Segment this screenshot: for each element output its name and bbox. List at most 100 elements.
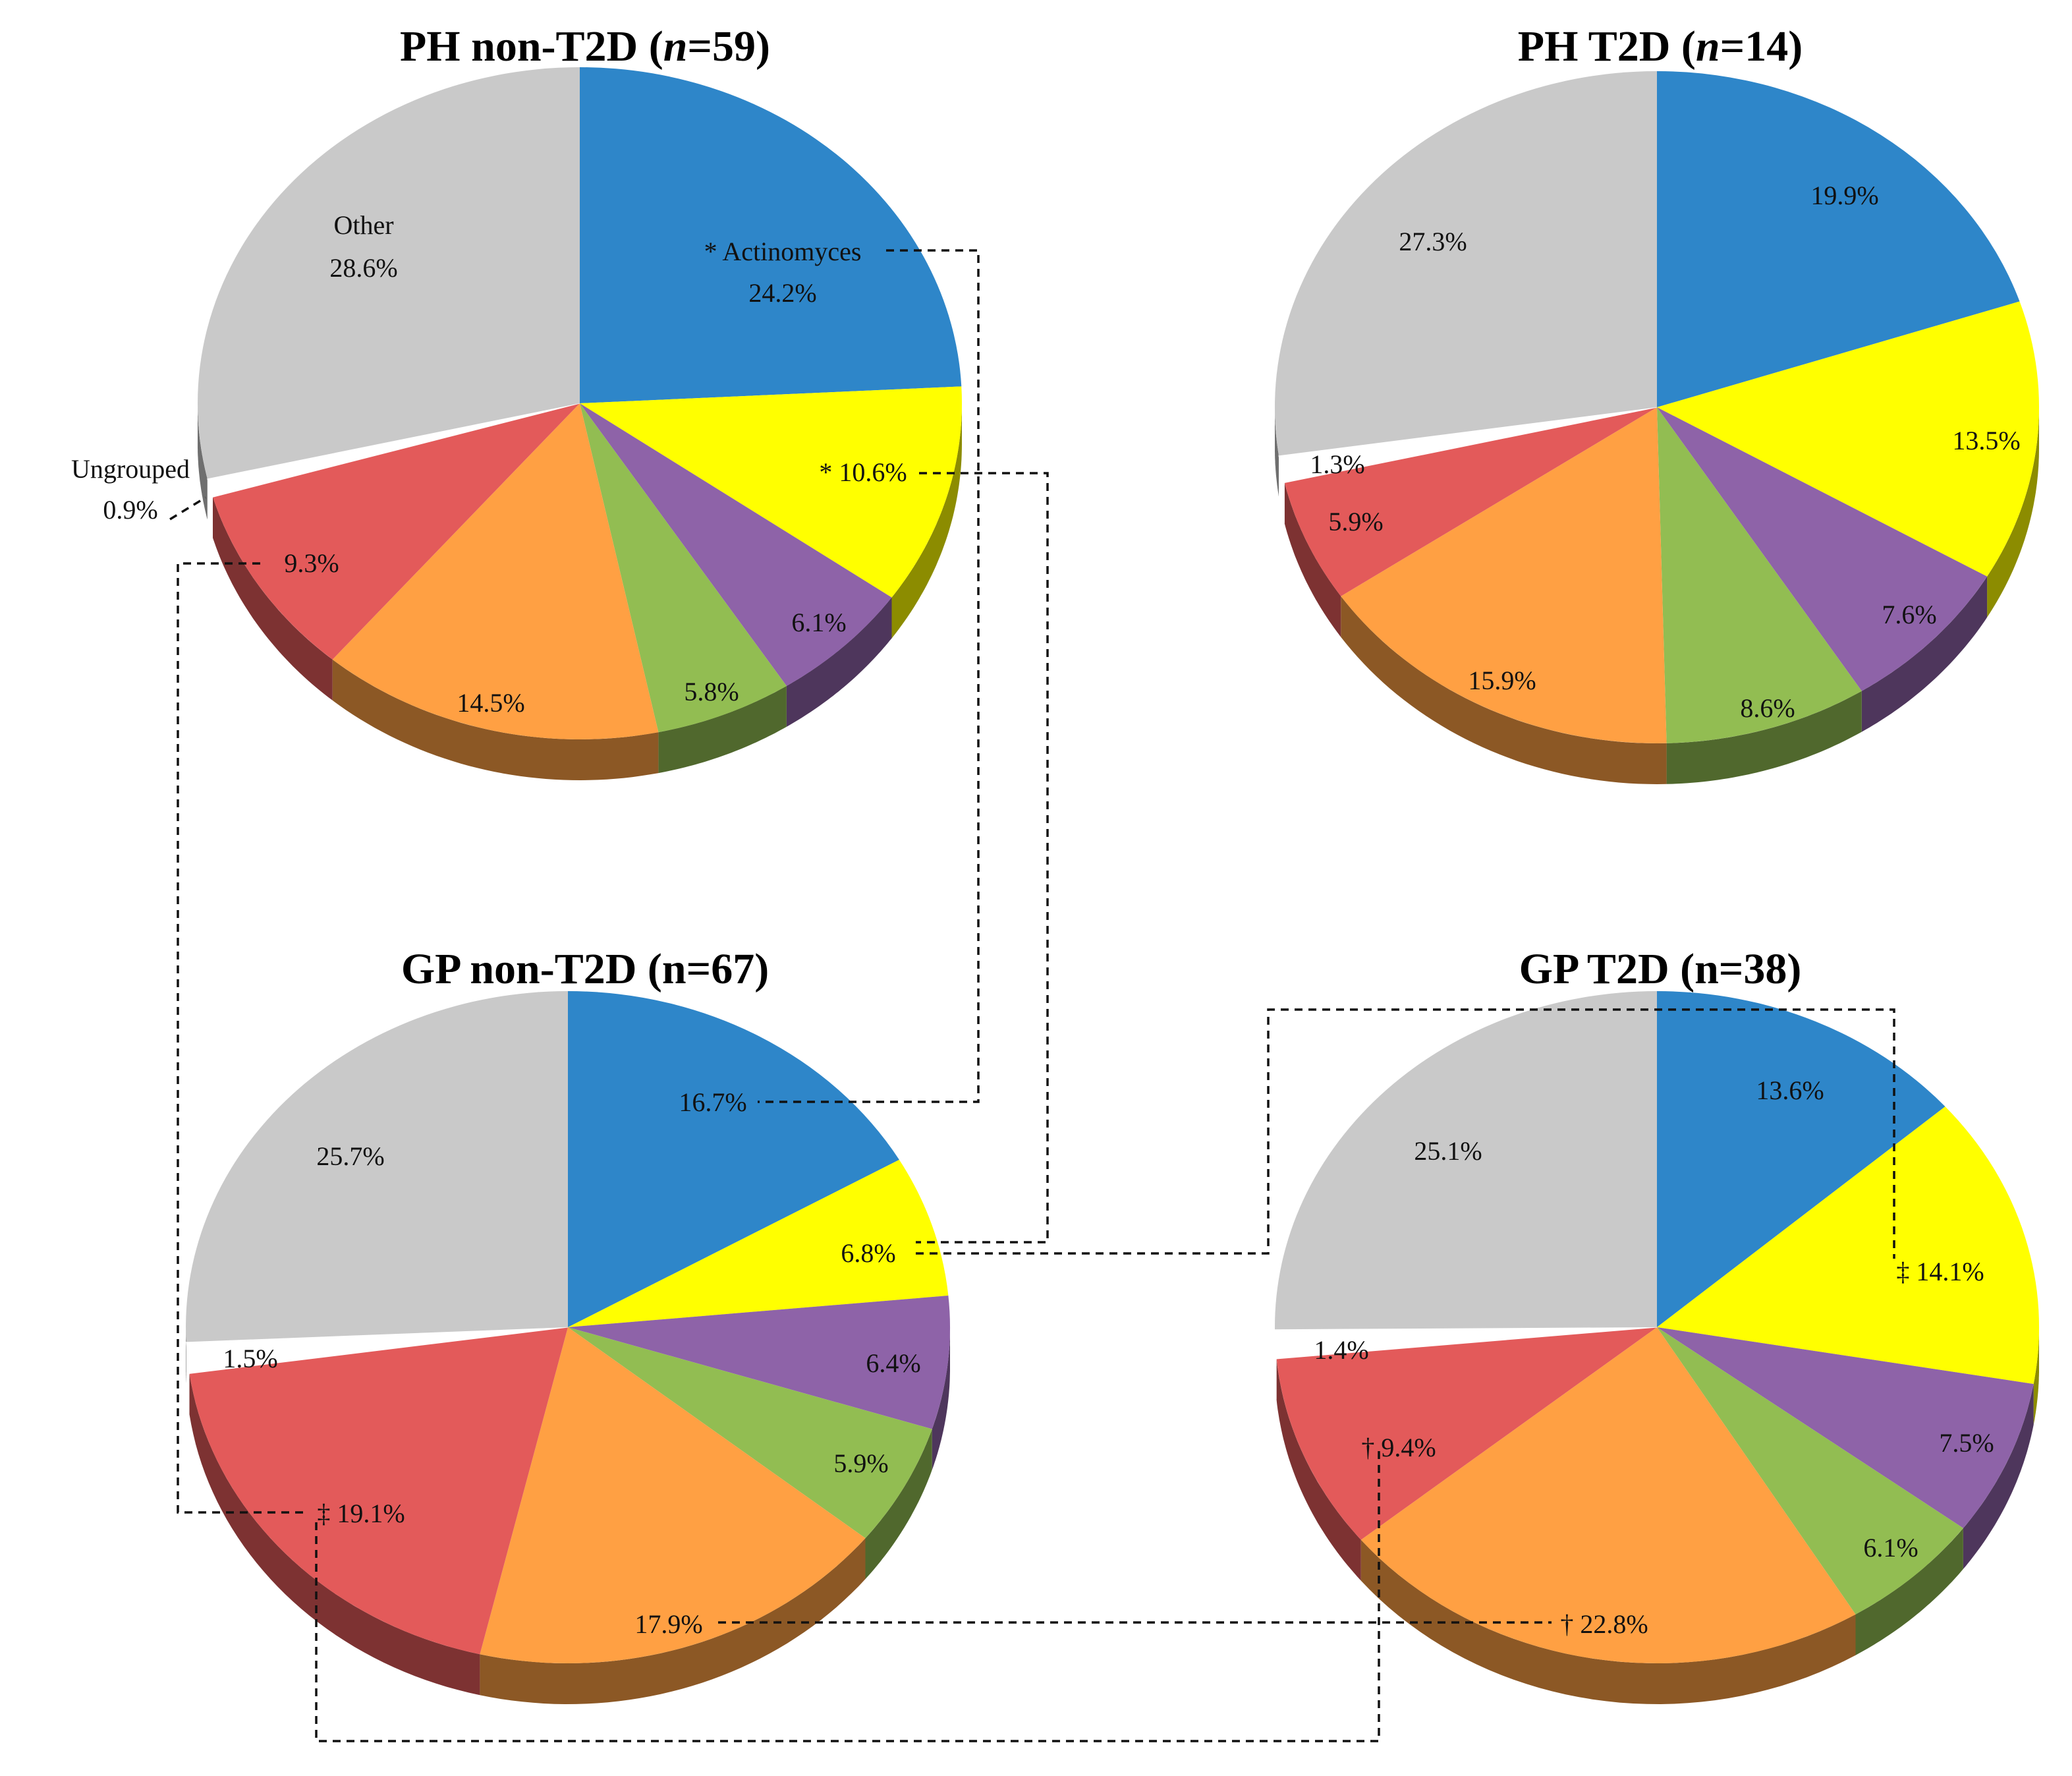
connector-yellow-gp-gp xyxy=(916,1008,1895,1259)
pie-slice-gp-non-t2d-ungrouped xyxy=(186,1327,569,1374)
pie-side-gp-non-t2d-purple-group xyxy=(932,1327,950,1470)
label-ph-non-t2d-actinomyces-name: * Actinomyces xyxy=(704,237,862,266)
pie-side-ph-t2d-green-group xyxy=(1666,691,1862,784)
label-ph-non-t2d-purple: 6.1% xyxy=(791,608,846,637)
pie-slice-ph-t2d-red-group xyxy=(1284,407,1657,596)
pie-side-ph-t2d-ungrouped xyxy=(1279,455,1285,524)
label-gp-t2d-ungrouped: 1.4% xyxy=(1314,1335,1368,1365)
pie-slice-gp-non-t2d-actinomyces xyxy=(568,991,899,1327)
pie-slice-ph-t2d-ungrouped xyxy=(1278,407,1658,483)
pie-slice-gp-t2d-purple-group xyxy=(1657,1327,2034,1528)
pie-slice-gp-non-t2d-yellow-group xyxy=(568,1159,949,1327)
pie-slice-ph-t2d-orange-group xyxy=(1341,407,1667,743)
pie-slice-ph-non-t2d-purple-group xyxy=(580,403,892,686)
pie-slice-gp-t2d-other xyxy=(1274,991,1657,1330)
label-ph-non-t2d-yellow: * 10.6% xyxy=(819,457,907,487)
pie-side-ph-t2d-yellow-group xyxy=(1987,407,2039,617)
label-ph-non-t2d-ungrouped: 0.9% xyxy=(103,495,157,525)
pie-slice-ph-t2d-actinomyces xyxy=(1657,71,2020,407)
label-ph-t2d-actinomyces: 19.9% xyxy=(1810,181,1878,210)
label-ph-t2d-green: 8.6% xyxy=(1740,693,1795,723)
pie-side-gp-non-t2d-orange-group xyxy=(480,1538,866,1704)
pie-slice-ph-non-t2d-other xyxy=(198,67,580,479)
pie-gp-t2d xyxy=(1274,991,2040,1704)
label-ph-t2d-purple: 7.6% xyxy=(1882,600,1936,629)
label-ph-t2d-ungrouped: 1.3% xyxy=(1310,449,1364,479)
pie-slice-gp-t2d-green-group xyxy=(1657,1327,1963,1615)
title-ph-non-t2d: PH non-T2D (n=59) xyxy=(400,22,770,71)
label-ph-non-t2d-orange: 14.5% xyxy=(457,688,524,718)
pie-slice-gp-non-t2d-purple-group xyxy=(568,1296,950,1429)
connector-ungrouped-pointer xyxy=(169,496,206,521)
label-gp-non-t2d-other: 25.7% xyxy=(316,1141,384,1171)
pie-side-gp-non-t2d-green-group xyxy=(865,1429,932,1580)
label-gp-t2d-orange: † 22.8% xyxy=(1560,1609,1648,1639)
label-ph-t2d-other: 27.3% xyxy=(1399,227,1467,256)
pie-slice-ph-non-t2d-red-group xyxy=(213,403,580,660)
pie-slice-ph-t2d-purple-group xyxy=(1657,407,1988,691)
pie-side-ph-non-t2d-red-group xyxy=(213,497,333,701)
pie-slice-ph-t2d-yellow-group xyxy=(1657,301,2040,577)
title-gp-non-t2d: GP non-T2D (n=67) xyxy=(401,945,769,993)
label-gp-non-t2d-purple: 6.4% xyxy=(866,1348,920,1378)
pie-side-ph-t2d-red-group xyxy=(1284,482,1341,637)
pie-slice-gp-t2d-ungrouped xyxy=(1274,1327,1658,1360)
title-ph-non-t2d-rest: =59) xyxy=(687,22,770,71)
label-gp-non-t2d-red: ‡ 19.1% xyxy=(317,1499,405,1528)
label-gp-non-t2d-green: 5.9% xyxy=(833,1448,888,1478)
label-ph-non-t2d-other: 28.6% xyxy=(329,253,397,283)
pie-slice-gp-t2d-orange-group xyxy=(1360,1327,1856,1664)
pie-side-ph-non-t2d-orange-group xyxy=(332,659,659,780)
pie-slice-gp-non-t2d-red-group xyxy=(189,1327,568,1655)
label-gp-t2d-green: 6.1% xyxy=(1863,1533,1918,1562)
pie-side-gp-t2d-orange-group xyxy=(1360,1539,1856,1704)
pie-side-ph-t2d-orange-group xyxy=(1341,596,1667,784)
label-ph-non-t2d-green: 5.8% xyxy=(684,677,739,706)
connector-actinomyces xyxy=(758,249,980,1103)
pie-side-gp-t2d-red-group xyxy=(1276,1359,1361,1581)
pie-slice-gp-non-t2d-other xyxy=(186,991,568,1342)
pie-ph-non-t2d xyxy=(198,67,963,780)
pie-slice-ph-non-t2d-yellow-group xyxy=(580,386,963,598)
title-ph-t2d-main: PH T2D ( xyxy=(1518,22,1696,71)
title-ph-non-t2d-main: PH non-T2D ( xyxy=(400,22,663,71)
pie-slice-ph-non-t2d-ungrouped xyxy=(207,403,580,498)
label-ph-t2d-orange: 15.9% xyxy=(1468,666,1536,695)
pie-slice-ph-non-t2d-green-group xyxy=(580,403,787,733)
label-gp-t2d-yellow: ‡ 14.1% xyxy=(1896,1257,1984,1286)
label-gp-non-t2d-yellow: 6.8% xyxy=(841,1238,895,1268)
pie-side-ph-non-t2d-other xyxy=(198,403,208,520)
pie-side-gp-t2d-yellow-group xyxy=(2033,1327,2039,1425)
pie-slice-gp-non-t2d-green-group xyxy=(568,1327,932,1539)
pie-slice-gp-non-t2d-orange-group xyxy=(480,1327,866,1664)
title-gp-t2d: GP T2D (n=38) xyxy=(1519,945,1802,993)
pie-side-gp-non-t2d-ungrouped xyxy=(186,1342,190,1415)
connector-red-gp-gp xyxy=(315,1450,1380,1742)
label-gp-t2d-actinomyces: 13.6% xyxy=(1756,1075,1824,1105)
pie-side-gp-t2d-green-group xyxy=(1855,1528,1963,1655)
label-ph-non-t2d-actinomyces: 24.2% xyxy=(748,278,816,308)
title-ph-t2d-var: n xyxy=(1696,22,1720,71)
pie-gp-non-t2d xyxy=(186,991,950,1704)
pie-slice-ph-non-t2d-actinomyces xyxy=(580,67,962,403)
connector-red-ph-gp xyxy=(177,562,303,1514)
title-ph-t2d-rest: =14) xyxy=(1720,22,1803,71)
title-ph-non-t2d-var: n xyxy=(663,22,688,71)
label-gp-non-t2d-actinomyces: 16.7% xyxy=(679,1087,746,1117)
label-ph-non-t2d-red: 9.3% xyxy=(284,548,339,578)
pie-side-ph-t2d-other xyxy=(1275,407,1279,497)
label-ph-non-t2d-ungrouped-name: Ungrouped xyxy=(71,454,190,484)
label-ph-non-t2d-other-name: Other xyxy=(333,210,393,240)
pie-side-ph-non-t2d-yellow-group xyxy=(891,403,962,639)
connector-yellow-ph-gp xyxy=(916,472,1049,1244)
label-ph-t2d-yellow: 13.5% xyxy=(1952,426,2020,455)
pie-side-ph-non-t2d-green-group xyxy=(658,685,787,774)
pie-slice-gp-t2d-actinomyces xyxy=(1657,991,1946,1327)
pie-slice-ph-non-t2d-orange-group xyxy=(332,403,659,740)
title-ph-t2d: PH T2D (n=14) xyxy=(1518,22,1803,71)
label-ph-t2d-red: 5.9% xyxy=(1328,507,1383,536)
label-gp-non-t2d-orange: 17.9% xyxy=(634,1609,702,1639)
label-gp-non-t2d-ungrouped: 1.5% xyxy=(223,1344,277,1373)
pie-slice-ph-t2d-other xyxy=(1274,71,1657,456)
